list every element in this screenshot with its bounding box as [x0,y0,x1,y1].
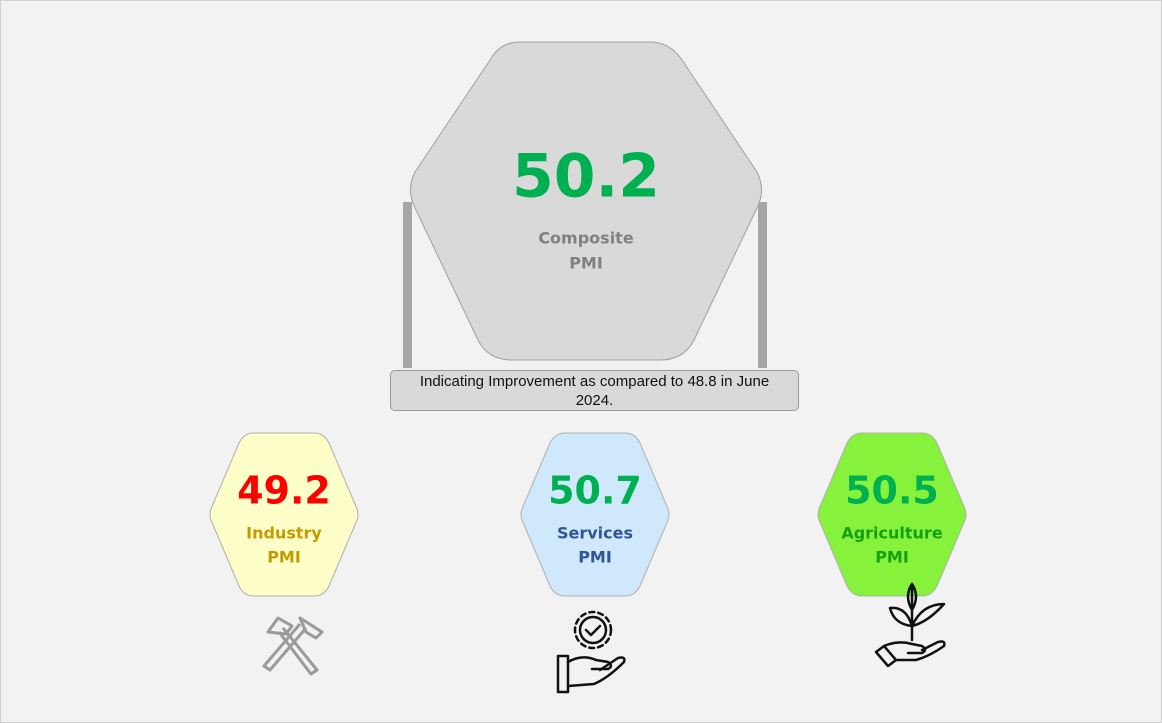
industry-hexagon [209,432,359,597]
services-label: PMI [578,548,612,567]
stand-right [758,202,767,368]
agriculture-value: 50.5 [845,469,939,513]
industry-label: PMI [267,548,301,567]
agriculture-label: PMI [875,548,909,567]
agriculture-label: Agriculture [841,524,943,543]
stand-left [403,202,412,368]
services-value: 50.7 [548,469,642,513]
agriculture-hexagon [817,432,967,597]
composite-label: Composite [538,229,634,248]
services-label: Services [557,524,633,543]
industry-value: 49.2 [237,469,331,513]
industry-label: Industry [246,524,322,543]
industry-icon [262,616,324,676]
agriculture-icon [874,582,946,668]
services-hexagon [520,432,670,597]
composite-hexagon [410,41,762,361]
composite-label: PMI [569,254,603,273]
composite-value: 50.2 [512,142,660,212]
note-box: Indicating Improvement as compared to 48… [390,370,799,411]
services-icon [556,610,626,694]
